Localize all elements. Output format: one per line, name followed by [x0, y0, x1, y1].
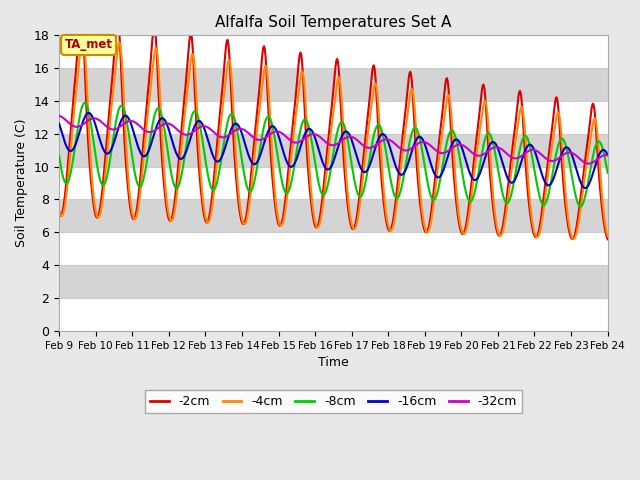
Bar — [59, 265, 607, 298]
Bar — [59, 68, 607, 101]
Bar — [59, 101, 607, 134]
Y-axis label: Soil Temperature (C): Soil Temperature (C) — [15, 119, 28, 247]
X-axis label: Time: Time — [318, 356, 349, 369]
Bar — [59, 298, 607, 331]
Bar — [59, 200, 607, 232]
Bar — [59, 134, 607, 167]
Bar — [59, 232, 607, 265]
Title: Alfalfa Soil Temperatures Set A: Alfalfa Soil Temperatures Set A — [215, 15, 452, 30]
Bar — [59, 167, 607, 200]
Text: TA_met: TA_met — [65, 38, 113, 51]
Bar — [59, 36, 607, 68]
Legend: -2cm, -4cm, -8cm, -16cm, -32cm: -2cm, -4cm, -8cm, -16cm, -32cm — [145, 390, 522, 413]
